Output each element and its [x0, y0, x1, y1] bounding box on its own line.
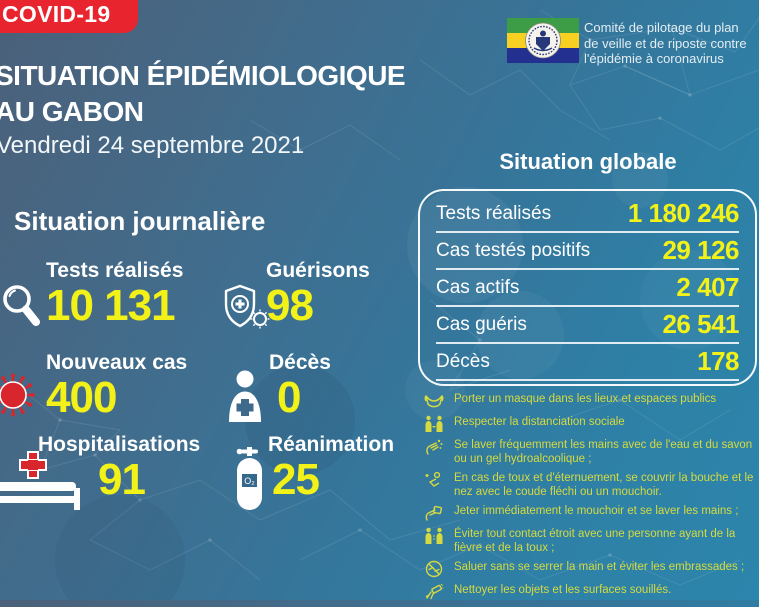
oxygen-tank-icon: O₂ [234, 447, 266, 516]
row-value: 29 126 [662, 235, 739, 265]
stat-hospitalisations: Hospitalisations 91 [0, 433, 201, 510]
row-value: 178 [697, 346, 739, 376]
clean-surfaces-icon [424, 583, 444, 601]
committee-name: Comité de pilotage du plan de veille et … [584, 20, 759, 67]
stat-label: Nouveaux cas [46, 351, 188, 374]
stat-guerisons: Guérisons 98 [224, 259, 370, 330]
list-item: Nettoyer les objets et les surfaces soui… [424, 584, 758, 601]
page-title: SITUATION ÉPIDÉMIOLOGIQUE AU GABON [0, 58, 406, 130]
stat-value: 0 [277, 373, 301, 422]
list-item: Se laver fréquemment les mains avec de l… [424, 439, 758, 466]
stat-label: Tests réalisés [46, 259, 184, 282]
recommendation-text: Porter un masque dans les lieux et espac… [454, 393, 717, 405]
stat-value: 98 [266, 281, 314, 330]
row-label: Cas actifs [436, 276, 520, 298]
table-row: Cas guéris 26 541 [436, 307, 739, 344]
daily-section-title: Situation journalière [14, 206, 266, 236]
table-row: Décès 178 [436, 344, 739, 381]
page-title-line1: SITUATION ÉPIDÉMIOLOGIQUE [0, 60, 406, 91]
report-date: Vendredi 24 septembre 2021 [0, 132, 305, 159]
stat-label: Guérisons [266, 259, 370, 282]
committee-name-line3: l'épidémie à coronavirus [584, 51, 724, 67]
page-title-line2: AU GABON [0, 96, 144, 127]
no-handshake-icon [424, 560, 444, 578]
social-distancing-icon [424, 415, 444, 433]
recommendation-text: Respecter la distanciation sociale [454, 416, 625, 428]
stat-nouveaux-cas: Nouveaux cas 400 [0, 351, 187, 421]
virus-icon [0, 372, 36, 423]
cough-elbow-icon [424, 471, 444, 489]
tissue-icon [424, 504, 444, 522]
stat-value: 400 [46, 373, 117, 422]
health-recommendations-list: Porter un masque dans les lieux et espac… [424, 393, 758, 607]
committee-name-line1: Comité de pilotage du plan [584, 20, 739, 35]
list-item: Éviter tout contact étroit avec une pers… [424, 528, 758, 555]
stat-tests-realises: Tests réalisés 10 131 [2, 259, 183, 329]
row-value: 26 541 [662, 309, 739, 339]
stat-deces: Décès 0 [228, 351, 331, 422]
recommendation-text: En cas de toux et d'éternuement, se couv… [454, 472, 754, 498]
recommendation-text: Saluer sans se serrer la main et éviter … [454, 561, 745, 574]
recommendation-text: Nettoyer les objets et les surfaces soui… [454, 584, 672, 597]
global-section-title: Situation globale [499, 149, 677, 174]
global-situation-table: Tests réalisés 1 180 246 Cas testés posi… [418, 189, 757, 386]
row-label: Tests réalisés [436, 202, 552, 224]
gabon-flag-seal-logo [507, 18, 579, 68]
magnifier-icon [0, 283, 42, 336]
recommendation-text: Éviter tout contact étroit avec une pers… [454, 528, 736, 554]
row-label: Cas testés positifs [436, 239, 591, 261]
table-row: Cas actifs 2 407 [436, 270, 739, 307]
list-item: Jeter immédiatement le mouchoir et se la… [424, 505, 758, 522]
table-row: Tests réalisés 1 180 246 [436, 196, 740, 233]
stat-label: Décès [269, 351, 331, 374]
shield-cross-virus-icon [223, 283, 271, 338]
row-label: Décès [436, 350, 490, 372]
avoid-contact-icon [424, 527, 444, 545]
stat-value: 91 [98, 455, 146, 504]
committee-name-line2: de veille et de riposte contre [584, 35, 747, 51]
row-value: 1 180 246 [627, 198, 740, 228]
recommendation-text: Jeter immédiatement le mouchoir et se la… [454, 505, 739, 518]
stat-value: 10 131 [46, 281, 176, 330]
svg-text:O₂: O₂ [244, 476, 255, 486]
list-item: Porter un masque dans les lieux et espac… [424, 393, 758, 410]
stat-reanimation: O₂ Réanimation 25 [230, 433, 395, 510]
stat-label: Hospitalisations [38, 433, 201, 456]
table-row: Cas testés positifs 29 126 [436, 233, 739, 270]
list-item: Respecter la distanciation sociale [424, 415, 758, 433]
row-value: 2 407 [676, 272, 739, 302]
recommendation-text: Se laver fréquemment les mains avec de l… [454, 439, 753, 465]
row-label: Cas guéris [436, 313, 527, 335]
stat-value: 25 [272, 455, 320, 504]
hand-washing-icon [424, 438, 444, 456]
covid19-banner: COVID-19 [0, 0, 138, 33]
stat-label: Réanimation [268, 433, 395, 456]
list-item: Saluer sans se serrer la main et éviter … [424, 561, 758, 578]
covid19-banner-label: COVID-19 [2, 1, 111, 27]
list-item: En cas de toux et d'éternuement, se couv… [424, 472, 758, 499]
mask-icon [424, 392, 444, 410]
person-cross-icon [226, 370, 264, 429]
hospital-bed-icon [0, 450, 88, 515]
